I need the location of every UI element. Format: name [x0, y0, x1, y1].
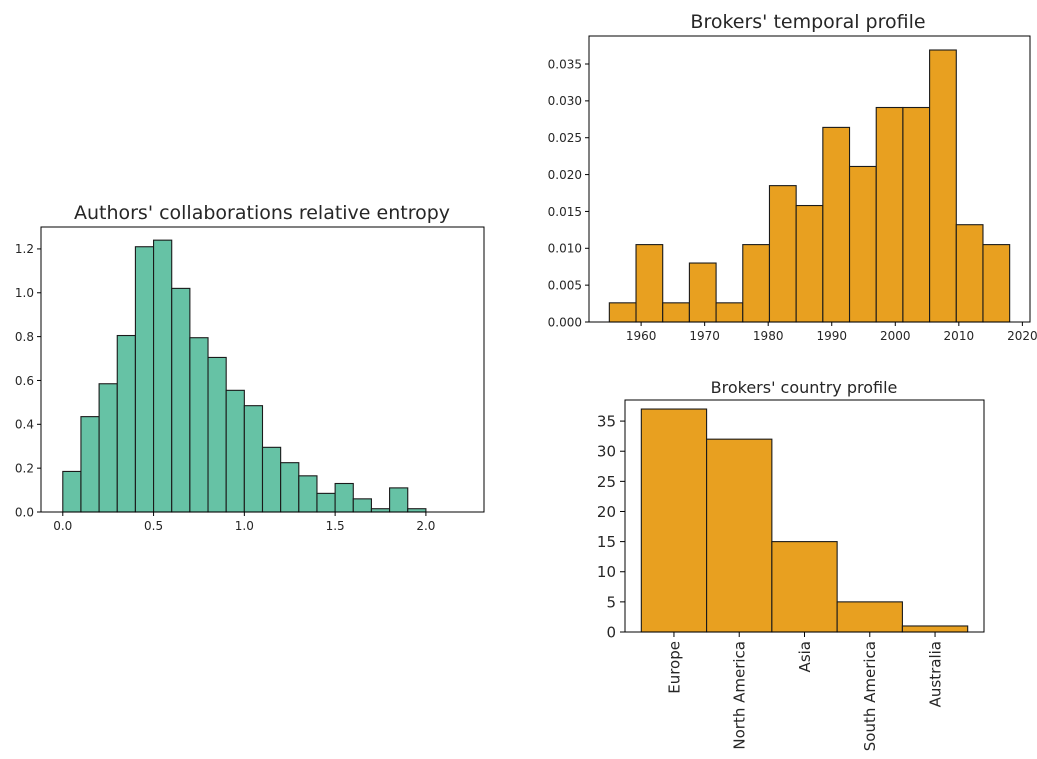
- entropy-bar: [98, 383, 118, 513]
- temporal-bar: [715, 302, 744, 323]
- temporal-y-tick-label: 0.025: [548, 131, 582, 145]
- temporal-y-tick-label: 0.035: [548, 57, 582, 71]
- entropy-x-ticks: 0.0 0.5 1.0 1.5 2.0: [53, 512, 435, 533]
- temporal-x-ticks: 1960 1970 1980 1990 2000 2010 2020: [626, 322, 1037, 343]
- country-bars: [640, 408, 969, 633]
- entropy-x-tick-label: 1.5: [326, 519, 345, 533]
- entropy-y-tick-label: 0.6: [15, 374, 34, 388]
- entropy-x-tick-label: 2.0: [416, 519, 435, 533]
- temporal-bar: [955, 224, 984, 323]
- temporal-y-tick-label: 0.010: [548, 242, 582, 256]
- entropy-bar: [389, 487, 409, 513]
- temporal-x-tick-label: 2000: [880, 329, 911, 343]
- entropy-bar: [334, 482, 354, 513]
- temporal-bar: [822, 126, 851, 323]
- temporal-x-tick-label: 2020: [1007, 329, 1037, 343]
- entropy-bars: [62, 239, 427, 513]
- temporal-bar: [635, 244, 664, 323]
- entropy-bar: [225, 389, 245, 513]
- temporal-bars: [608, 49, 1011, 323]
- country-x-ticks: Europe North America Asia South America Aust…: [665, 632, 944, 751]
- entropy-histogram: Authors' collaborations relative entropy…: [15, 202, 485, 533]
- entropy-bar: [261, 446, 282, 513]
- entropy-y-tick-label: 1.0: [15, 286, 34, 300]
- country-x-tick-label: Asia: [796, 641, 814, 672]
- entropy-bar: [280, 462, 300, 513]
- temporal-y-tick-label: 0.015: [548, 205, 582, 219]
- temporal-bar: [875, 106, 904, 323]
- temporal-y-tick-label: 0.005: [548, 278, 582, 292]
- country-y-tick-label: 25: [597, 473, 616, 491]
- entropy-bar: [153, 239, 173, 513]
- entropy-bar: [62, 470, 82, 513]
- entropy-x-tick-label: 1.0: [235, 519, 254, 533]
- entropy-bar: [116, 334, 136, 513]
- country-y-tick-label: 0: [606, 623, 616, 641]
- entropy-bar: [298, 475, 318, 513]
- entropy-bar: [316, 492, 336, 513]
- temporal-x-tick-label: 1990: [816, 329, 847, 343]
- temporal-bar: [848, 165, 877, 323]
- entropy-x-tick-label: 0.0: [53, 519, 72, 533]
- temporal-x-tick-label: 1980: [753, 329, 784, 343]
- country-bar-asia: [771, 541, 838, 633]
- country-y-tick-label: 5: [606, 593, 616, 611]
- country-y-tick-label: 20: [597, 503, 616, 521]
- country-x-tick-label: North America: [731, 641, 749, 750]
- temporal-bar: [742, 244, 771, 323]
- entropy-y-tick-label: 0.0: [15, 505, 34, 519]
- country-y-tick-label: 35: [597, 412, 616, 430]
- temporal-bar: [795, 204, 824, 323]
- entropy-bar: [189, 337, 209, 513]
- country-x-tick-label: Europe: [665, 641, 683, 694]
- temporal-histogram: Brokers' temporal profile 0.000 0.005 0.01…: [548, 11, 1037, 343]
- temporal-bar: [688, 262, 717, 323]
- entropy-bar: [352, 498, 372, 513]
- entropy-y-tick-label: 0.4: [15, 418, 34, 432]
- entropy-bar: [243, 405, 264, 513]
- country-y-ticks: 0 5 10 15 20 25 30 35: [597, 412, 625, 641]
- country-y-tick-label: 15: [597, 533, 616, 551]
- entropy-y-tick-label: 0.8: [15, 330, 34, 344]
- country-y-tick-label: 10: [597, 563, 616, 581]
- country-bar-europe: [640, 408, 708, 633]
- entropy-y-ticks: 0.0 0.2 0.4 0.6 0.8 1.0 1.2: [15, 242, 41, 519]
- temporal-axes-frame: [588, 35, 1031, 323]
- entropy-bar: [134, 246, 155, 513]
- entropy-y-tick-label: 1.2: [15, 242, 34, 256]
- entropy-bar: [80, 416, 100, 513]
- country-axes-frame: [624, 399, 985, 633]
- country-bar-chart: Brokers' country profile 05101520253035 …: [597, 378, 985, 751]
- temporal-bar: [902, 106, 931, 323]
- country-bar-south-america: [836, 601, 903, 633]
- entropy-x-tick-label: 0.5: [144, 519, 163, 533]
- entropy-bar: [171, 287, 191, 513]
- country-bar-australia: [901, 625, 969, 633]
- entropy-axes-frame: [40, 226, 485, 513]
- entropy-chart-title: Authors' collaborations relative entropy: [74, 202, 450, 224]
- temporal-bar: [608, 302, 637, 323]
- country-y-tick-label: 30: [597, 443, 616, 461]
- temporal-bar: [929, 49, 957, 323]
- entropy-y-tick-label: 0.2: [15, 461, 34, 475]
- entropy-bar: [207, 356, 227, 513]
- temporal-y-tick-label: 0.020: [548, 168, 582, 182]
- temporal-bar: [768, 185, 797, 323]
- temporal-y-tick-label: 0.030: [548, 94, 582, 108]
- temporal-bar: [662, 302, 690, 323]
- temporal-y-tick-label: 0.000: [548, 315, 582, 329]
- country-x-tick-label: South America: [861, 641, 879, 751]
- temporal-x-tick-label: 1970: [689, 329, 720, 343]
- temporal-chart-title: Brokers' temporal profile: [690, 11, 925, 33]
- temporal-y-ticks: 0.000 0.005 0.010 0.015 0.020 0.025 0.030 0.035: [548, 57, 589, 329]
- temporal-bar: [982, 244, 1011, 323]
- temporal-x-tick-label: 2010: [944, 329, 975, 343]
- temporal-x-tick-label: 1960: [626, 329, 657, 343]
- country-x-tick-label: Australia: [926, 641, 944, 707]
- country-bar-north-america: [706, 438, 773, 633]
- country-chart-title: Brokers' country profile: [711, 378, 898, 397]
